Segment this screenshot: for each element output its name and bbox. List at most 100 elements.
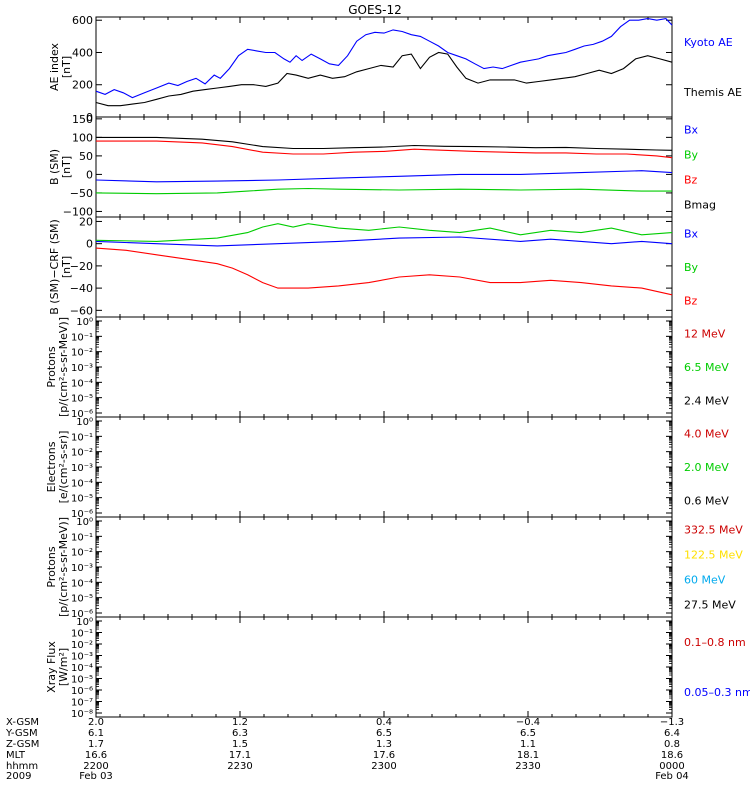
series-line-bz xyxy=(96,140,673,159)
y-tick-label: 0 xyxy=(86,238,93,251)
footer-value: 2230 xyxy=(227,761,252,772)
footer-value: 17.1 xyxy=(229,750,251,761)
y-axis-label-line: [nT] xyxy=(60,56,73,78)
y-axis-label-line: [nT] xyxy=(60,156,73,178)
y-tick-label: 10⁻³ xyxy=(71,363,93,374)
panel-1: 0 200 400 600 AE index[nT] Kyoto AE Themis AE xyxy=(48,14,742,124)
legend-entry: 2.0 MeV xyxy=(684,461,729,474)
y-tick-label: 10⁻⁵ xyxy=(71,594,93,605)
y-tick-label: 10⁰ xyxy=(76,417,93,428)
footer-value: 1.3 xyxy=(376,739,392,750)
footer-row-label: Y-GSM xyxy=(5,728,38,739)
legend-entry: By xyxy=(684,149,699,162)
y-tick-label: 10⁻¹ xyxy=(71,432,93,443)
y-axis-label-line: Electrons xyxy=(45,441,58,492)
footer-value: 2.0 xyxy=(88,717,104,728)
y-axis-label: B (SM)−CRF (SM)[nT] xyxy=(48,219,73,315)
y-axis-label-line: AE index xyxy=(48,42,61,91)
y-tick-label: −50 xyxy=(70,187,93,200)
footer-value: 6.5 xyxy=(520,728,536,739)
series-line-by xyxy=(95,187,672,195)
y-tick-label: 10⁻¹ xyxy=(71,332,93,343)
legend-entry: 4.0 MeV xyxy=(684,428,729,441)
series-line-themis-ae xyxy=(95,51,673,107)
y-tick-label: −100 xyxy=(63,205,93,218)
legend-entry: Bmag xyxy=(684,199,716,212)
y-tick-label: −40 xyxy=(70,282,93,295)
footer-value: 1.7 xyxy=(88,739,104,750)
legend-entry: Bz xyxy=(684,294,698,307)
panel-frame xyxy=(95,16,673,118)
panel-frame xyxy=(95,316,673,418)
y-axis-label-line: [nT] xyxy=(60,256,73,278)
y-tick-label: 10⁰ xyxy=(76,617,93,628)
y-tick-label: 200 xyxy=(72,79,93,92)
series-line-kyoto-ae xyxy=(95,18,673,99)
legend-entry: 332.5 MeV xyxy=(684,524,743,537)
series-line-bmag xyxy=(96,136,673,151)
panel-frame xyxy=(95,616,673,718)
panel-5: 10⁰10⁻¹10⁻²10⁻³10⁻⁴10⁻⁵10⁻⁶Electrons[e/(… xyxy=(45,416,729,520)
panel-3: −60 −40 −20 0 20 B (SM)−CRF (SM)[nT] Bx By Bz xyxy=(48,215,699,318)
legend-entry: 122.5 MeV xyxy=(684,549,743,562)
y-axis-label: Protons[p/(cm²-s-sr-MeV)] xyxy=(45,317,70,417)
footer-value: 0.4 xyxy=(376,717,392,728)
y-tick-label: 10⁻⁴ xyxy=(71,578,93,589)
y-tick-label: 10⁻⁴ xyxy=(71,478,93,489)
y-tick-label: 10⁻⁵ xyxy=(71,394,93,405)
y-tick-label: 10⁻¹ xyxy=(71,532,93,543)
legend-entry: By xyxy=(684,261,699,274)
y-axis-label-line: [p/(cm²-s-sr-MeV)] xyxy=(57,517,70,617)
panel-frame xyxy=(95,516,673,618)
legend-entry: 27.5 MeV xyxy=(684,599,736,612)
legend-entry: Kyoto AE xyxy=(684,36,733,49)
footer-value: 0000 xyxy=(659,761,684,772)
y-tick-label: 10⁻² xyxy=(71,448,93,459)
footer-row-label: X-GSM xyxy=(6,717,39,728)
panel-4: 10⁰10⁻¹10⁻²10⁻³10⁻⁴10⁻⁵10⁻⁶Protons[p/(cm… xyxy=(45,316,729,420)
footer-value: Feb 03 xyxy=(79,771,113,782)
footer-row-label: 2009 xyxy=(6,771,31,782)
footer-value: −1.3 xyxy=(660,717,684,728)
y-tick-label: 10⁻³ xyxy=(71,463,93,474)
legend-entry: 0.05–0.3 nm xyxy=(684,686,750,699)
series-line-bx xyxy=(95,236,673,247)
y-tick-label: 10⁻⁴ xyxy=(71,663,93,674)
y-tick-label: 10⁻⁵ xyxy=(71,675,93,686)
y-axis-label: B (SM)[nT] xyxy=(48,149,73,185)
legend-entry: Themis AE xyxy=(683,86,742,99)
footer-value: 6.5 xyxy=(376,728,392,739)
footer-row-label: hhmm xyxy=(6,761,38,772)
y-axis-label-line: Protons xyxy=(45,546,58,587)
y-tick-label: 10⁻⁸ xyxy=(71,709,93,720)
footer-value: 1.1 xyxy=(520,739,536,750)
footer-value: 6.1 xyxy=(88,728,104,739)
y-tick-label: 10⁻³ xyxy=(71,652,93,663)
y-tick-label: 20 xyxy=(79,215,93,228)
footer-value: 2200 xyxy=(83,761,108,772)
y-tick-label: 10⁻⁷ xyxy=(71,698,93,709)
footer-value: 0.8 xyxy=(664,739,680,750)
footer-value: 18.6 xyxy=(661,750,683,761)
footer-value: −0.4 xyxy=(516,717,540,728)
y-tick-label: 50 xyxy=(79,150,93,163)
footer-value: 18.1 xyxy=(517,750,539,761)
y-tick-label: 10⁻⁶ xyxy=(71,609,93,620)
y-axis-label-line: [e/(cm²-s-sr)] xyxy=(57,431,70,504)
y-axis-label-line: Protons xyxy=(45,346,58,387)
y-tick-label: 10⁻² xyxy=(71,640,93,651)
y-tick-label: 10⁻⁶ xyxy=(71,509,93,520)
y-tick-label: 10⁻⁶ xyxy=(71,686,93,697)
panel-6: 10⁰10⁻¹10⁻²10⁻³10⁻⁴10⁻⁵10⁻⁶Protons[p/(cm… xyxy=(45,516,743,620)
legend-entry: Bx xyxy=(684,228,699,241)
y-tick-label: 0 xyxy=(86,168,93,181)
y-axis-label-line: [W/m²] xyxy=(57,648,70,686)
y-tick-label: 400 xyxy=(72,46,93,59)
y-axis-label: Xray Flux[W/m²] xyxy=(45,641,70,693)
legend-entry: 0.6 MeV xyxy=(684,494,729,507)
y-tick-label: 10⁰ xyxy=(76,317,93,328)
y-axis-label: AE index[nT] xyxy=(48,42,73,91)
legend-entry: Bz xyxy=(684,174,698,187)
y-tick-label: 100 xyxy=(72,131,93,144)
y-tick-label: 10⁻² xyxy=(71,548,93,559)
